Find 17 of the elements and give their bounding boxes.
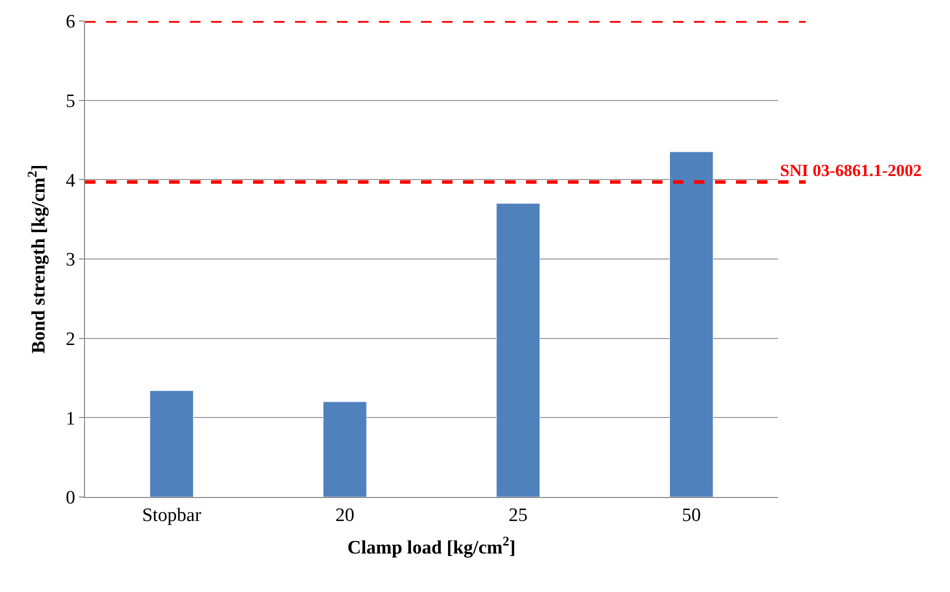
x-tick-label: 50 <box>682 504 701 526</box>
bar <box>150 390 194 497</box>
y-tick-label: 0 <box>66 488 76 509</box>
bar <box>496 203 540 497</box>
ref-line-label: SNI 03-6861.1-2002 <box>780 161 922 180</box>
x-axis-title: Clamp load [kg/cm$^{2}$] <box>347 534 516 559</box>
bar <box>669 152 714 497</box>
y-tick-label: 1 <box>66 408 76 430</box>
bar <box>322 402 367 497</box>
x-tick-label: Stopbar <box>142 504 202 526</box>
y-tick-label: 4 <box>66 170 76 192</box>
y-tick-label: 3 <box>66 250 76 271</box>
y-tick-label: 6 <box>66 12 76 33</box>
y-tick-label: 2 <box>66 328 76 350</box>
x-tick-label: 25 <box>508 504 528 526</box>
x-tick-label: 20 <box>335 504 354 526</box>
y-tick-label: 5 <box>66 90 76 112</box>
